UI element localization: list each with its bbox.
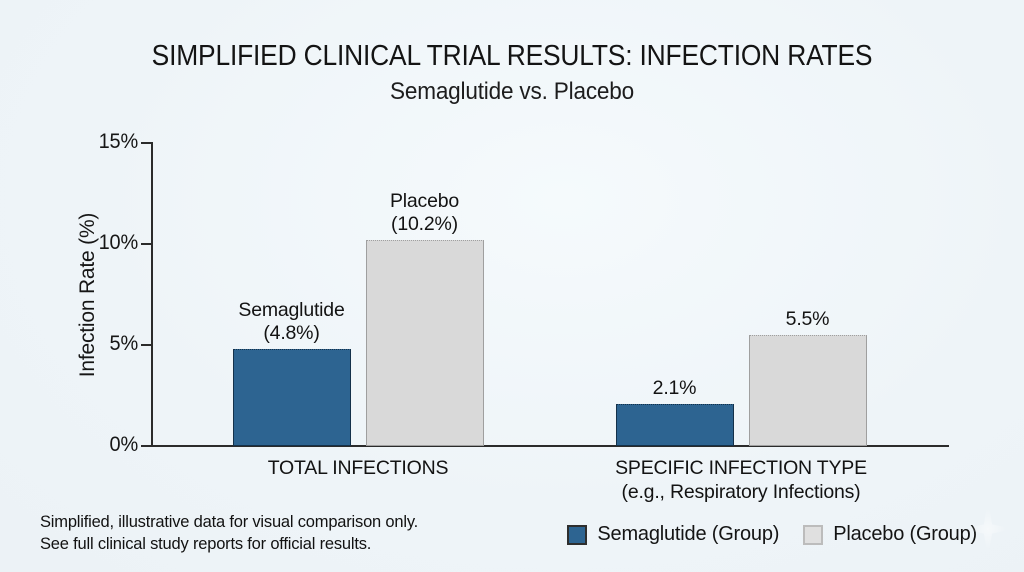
x-category-label-line: SPECIFIC INFECTION TYPE — [615, 457, 867, 479]
bar-semaglutide-group-2 — [615, 403, 734, 446]
x-category-label: SPECIFIC INFECTION TYPE (e.g., Respirator… — [615, 456, 867, 504]
bar-placebo-group-1 — [365, 239, 484, 446]
y-tick-label: 5% — [109, 332, 139, 355]
legend-label: Placebo (Group) — [833, 523, 977, 545]
y-tick-mark — [141, 142, 151, 144]
x-axis-line — [151, 445, 949, 447]
bar-value-label: 5.5% — [786, 308, 830, 331]
legend-item: Semaglutide (Group) — [567, 523, 779, 546]
bar-label-line: Placebo — [389, 189, 460, 212]
bar-label-line: 5.5% — [785, 307, 830, 330]
legend-swatch-icon — [567, 524, 588, 545]
footnote-line: Simplified, illustrative data for visual… — [40, 513, 419, 531]
bar-label-line: 2.1% — [652, 376, 697, 399]
legend-swatch-icon — [803, 524, 824, 545]
footnote: Simplified, illustrative data for visual… — [40, 512, 418, 555]
legend-label: Semaglutide (Group) — [597, 523, 780, 545]
bar-semaglutide-group-1 — [232, 349, 351, 446]
bar-placebo-group-2 — [748, 334, 867, 446]
legend-item: Placebo (Group) — [803, 523, 977, 546]
bar-label-line: (10.2%) — [391, 212, 458, 235]
chart-legend: Semaglutide (Group) Placebo (Group) — [567, 523, 977, 546]
y-tick-label: 0% — [109, 433, 139, 456]
y-axis-line — [151, 142, 153, 447]
bar-label-line: Semaglutide — [238, 299, 345, 322]
x-category-label-line: (e.g., Respiratory Infections) — [621, 481, 861, 503]
bar-value-label: Placebo (10.2%) — [390, 190, 459, 236]
chart-header: SIMPLIFIED CLINICAL TRIAL RESULTS: INFEC… — [0, 40, 1024, 106]
y-tick-mark — [141, 445, 151, 447]
bar-value-label: 2.1% — [653, 377, 697, 400]
y-tick-mark — [141, 243, 151, 245]
y-tick-label: 10% — [98, 231, 139, 254]
y-tick-mark — [141, 344, 151, 346]
x-category-label: TOTAL INFECTIONS — [268, 456, 449, 480]
x-category-label-line: TOTAL INFECTIONS — [267, 457, 449, 479]
chart-title: SIMPLIFIED CLINICAL TRIAL RESULTS: INFEC… — [151, 40, 873, 72]
chart-subtitle: Semaglutide vs. Placebo — [390, 78, 634, 105]
y-axis-title: Infection Rate (%) — [76, 212, 99, 378]
footnote-line: See full clinical study reports for offi… — [40, 534, 372, 553]
bar-label-line: (4.8%) — [263, 322, 320, 345]
y-tick-label: 15% — [98, 130, 139, 153]
bar-value-label: Semaglutide (4.8%) — [238, 299, 344, 345]
